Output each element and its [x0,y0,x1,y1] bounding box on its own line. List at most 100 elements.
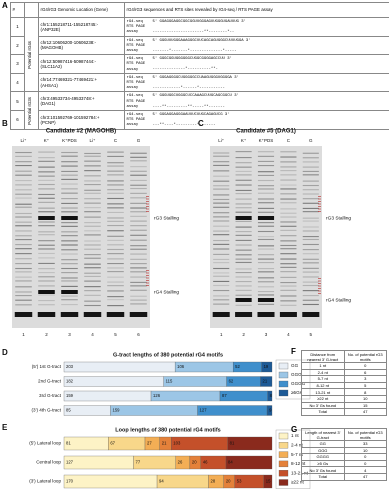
table-cell: 1 nt [301,362,345,370]
full-length-band [83,312,102,317]
gel-band [130,239,147,241]
gel-band [15,271,32,273]
value-label: 182 [66,379,74,384]
gel-band [257,171,275,173]
gel-band [302,284,319,287]
gel-band [130,289,147,291]
value-label: 87 [222,393,227,398]
gel-band [235,162,252,164]
gel-band [84,304,101,307]
gel-title: Candidate #5 (DAG1) [236,129,296,135]
value-label: 46 [203,460,208,465]
gel-band [280,300,297,302]
gel-band [235,179,252,181]
location: chr12:10606200-10606238:- [40,40,96,46]
stall-annotation: rG3 Stalling [326,215,351,221]
gel-band [61,263,78,265]
gel-band [15,286,32,288]
legend-swatch [278,380,289,388]
gel-band [235,231,252,233]
gel-band [61,244,78,246]
value-label: 20 [226,479,231,484]
table-cell: GGG [301,446,345,455]
gel-band [107,155,124,157]
table-row: 2-4 nt 6 [301,368,387,377]
gel-band [130,253,147,255]
gel-band [302,295,319,297]
gel-band [84,230,101,232]
value-label: 20 [192,460,197,465]
bar-segment [227,436,273,451]
gel-band [107,290,124,292]
gel-band [84,165,101,167]
gel-band [235,203,252,205]
lane-label: K⁺PDS [259,138,274,143]
stall-band [257,298,275,302]
sequence-line: rG4-seq 5' GGGUUUGGGAAAGGGCUUCAGCAGUGGGCU… [127,37,389,44]
full-length-band [60,312,79,317]
value-label: 170 [66,479,74,484]
gel-band [213,180,230,182]
gel-band [213,289,230,292]
gel-band [107,217,124,219]
gel-band [107,203,124,205]
gel-band [213,284,230,287]
lane-number: 1 [220,332,223,337]
value-label: 81 [66,441,71,446]
gel-band [257,179,275,182]
gel-band [38,201,55,203]
gel-band [280,235,297,237]
gel-band [302,290,319,292]
table-cell: 10 [343,446,387,455]
gel-band [257,160,275,162]
table-cell: No 3' Gs found [301,401,345,410]
gel-band [61,155,78,157]
gel-band [280,179,297,181]
gel-band [61,170,78,173]
gel-band [38,231,55,233]
stall-band [235,216,252,220]
table-row: Total 47 [301,408,387,416]
gel-band [235,220,252,222]
gel-band [84,267,101,269]
gel-band [280,276,297,278]
gel-band [280,253,297,255]
gel-band [302,193,319,195]
gel-band [107,271,124,273]
gel-band [84,290,101,292]
gel-band [61,165,78,167]
gel-band [38,268,55,270]
gel-band [213,225,230,227]
table-row: GGGG 0 [301,453,387,461]
table-cell: 3 [343,375,387,383]
table-row: ≥22 nt 10 [301,394,387,403]
sequence: 5' GGGAGGGGCUGGGGGCCUAAGUGGGUGGGGA 3' [152,75,239,80]
full-length-band [257,312,275,317]
gel-band [15,221,32,223]
gel-band [61,240,78,242]
gel-band [15,263,32,265]
lane-number: 1 [22,332,25,337]
value-label: 8 [270,393,273,398]
row-number: 3 [10,54,25,74]
gel-band [302,184,319,187]
bar-segment [263,474,273,489]
gel-band [302,258,319,260]
legend-swatch [278,389,289,397]
value-label: 81 [230,441,235,446]
sequence-table: # rG4/rG3 Genomic Location (Gene) rG4/rG3 … [10,2,389,130]
gel-band [257,198,275,200]
bar-segment [63,390,152,402]
gel-band [15,295,32,297]
gel-band [61,249,78,251]
gene: (SLC11A2) [40,64,62,70]
gel-band [235,254,252,256]
gel-band [15,276,32,278]
gel-band [280,285,297,287]
value-label: 62 [229,379,234,384]
lane-number: 3 [265,332,268,337]
gel-band [302,189,319,191]
panel-label: E [2,423,8,432]
gel-band [61,277,78,279]
legend-swatch [278,371,289,379]
